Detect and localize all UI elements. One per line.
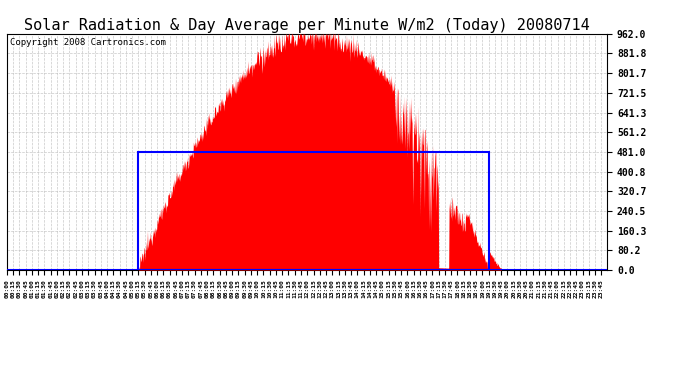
Text: Copyright 2008 Cartronics.com: Copyright 2008 Cartronics.com bbox=[10, 39, 166, 48]
Title: Solar Radiation & Day Average per Minute W/m2 (Today) 20080714: Solar Radiation & Day Average per Minute… bbox=[24, 18, 590, 33]
Bar bbox=[138, 152, 489, 270]
